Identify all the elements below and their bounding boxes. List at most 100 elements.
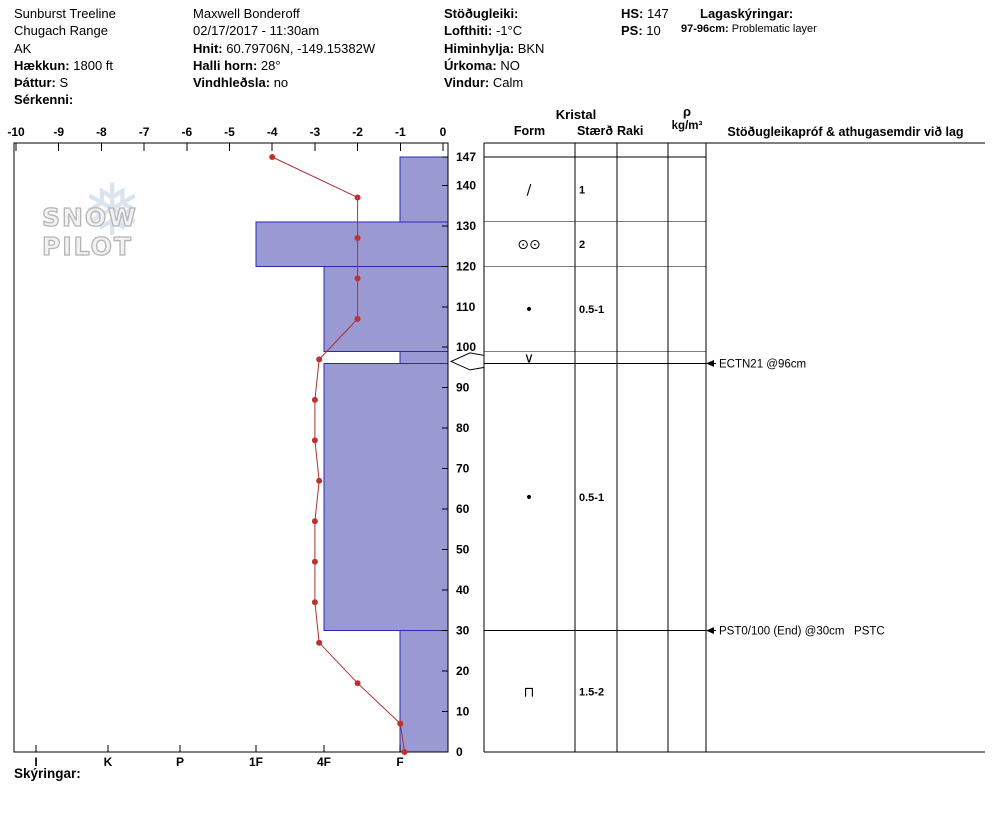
temperature-point (311, 558, 318, 565)
hs-label: HS: (621, 6, 644, 21)
hardness-axis-label: I (34, 755, 37, 769)
precip-value: NO (500, 57, 520, 73)
sky-label: Himinhylja: (444, 40, 515, 56)
depth-axis-label: 70 (456, 462, 470, 476)
aspect-value: S (59, 75, 69, 91)
size-column-header: Stærð (576, 124, 614, 138)
temp-axis-label: -5 (224, 125, 235, 139)
temperature-point (354, 680, 361, 687)
temperature-point (311, 437, 318, 444)
wind-label: Vindur: (444, 75, 490, 91)
temp-axis-label: -10 (7, 125, 25, 139)
temperature-point (397, 720, 404, 727)
wetness-column-header: Raki (617, 124, 644, 138)
hardness-axis-label: 1F (249, 755, 263, 769)
temp-axis-label: -7 (139, 125, 150, 139)
hardness-bar-layer-0 (399, 156, 449, 223)
layer-notes-title-label: Lagaskýringar: (700, 6, 794, 21)
air-temp: Lofthiti: -1°C (444, 22, 544, 39)
slope-value: 28° (260, 57, 281, 73)
coords-label: Hnit: (193, 40, 223, 56)
grain-form-symbol-layer-0: / (527, 182, 532, 198)
hardness-axis-label: 4F (317, 755, 331, 769)
depth-axis-label: 130 (456, 219, 476, 233)
observation-datetime: 02/17/2017 - 11:30am (193, 23, 320, 39)
grain-form-symbol-layer-1: ⊙⊙ (517, 237, 540, 253)
hardness-axis-label: F (396, 755, 403, 769)
grain-size-layer-5: 1.5-2 (579, 686, 604, 698)
slope-label: Halli horn: (193, 57, 258, 73)
hs-value: 147 (647, 6, 669, 21)
aspect-label: Þáttur: (14, 75, 56, 91)
problem-layer-flag-icon (449, 352, 485, 371)
layer-note-depth: 97-96cm: (681, 23, 729, 36)
weather-block: Stöðugleiki: Lofthiti: -1°C Himinhylja: … (444, 5, 544, 91)
windloading-label: Vindhleðsla: (193, 75, 271, 91)
temperature-point (401, 749, 408, 755)
grain-size-layer-2: 0.5-1 (579, 304, 604, 316)
grain-form-symbol-layer-5: ⊓ (524, 684, 535, 700)
temperature-point (316, 477, 323, 484)
layer-note: 97-96cm: Problematic layer (681, 22, 817, 37)
windloading-value: no (273, 75, 289, 91)
temp-axis-label: -3 (310, 125, 321, 139)
watermark-text: SNOW PILOT (41, 202, 138, 261)
location-block: Sunburst Treeline Chugach Range AK Hækku… (14, 5, 116, 109)
grain-size-layer-0: 1 (579, 184, 585, 196)
layer-notes-block: Lagaskýringar: 97-96cm: Problematic laye… (681, 5, 817, 37)
temperature-point (354, 315, 361, 322)
sky-value: BKN (517, 40, 545, 56)
comments-header: Stöðugleikapróf & athugasemdir við lag (727, 125, 964, 139)
site-state: AK (14, 40, 32, 56)
temp-axis-label: -8 (96, 125, 107, 139)
depth-axis-label: 100 (456, 340, 476, 354)
features-label: Sérkenni: (14, 92, 74, 108)
temp-axis-label: -2 (352, 125, 363, 139)
grain-form-symbol-layer-3: ∨ (524, 350, 534, 366)
layer-note-text: Problematic layer (731, 23, 817, 36)
temperature-point (311, 518, 318, 525)
annotation-arrowhead-icon (706, 627, 714, 634)
temperature-point (316, 639, 323, 646)
depth-axis-label: 40 (456, 583, 470, 597)
hardness-bar-layer-2 (323, 265, 449, 352)
depth-axis-label: 80 (456, 421, 470, 435)
observer-name: Maxwell Bonderoff (193, 6, 300, 21)
depth-axis-label: 50 (456, 543, 470, 557)
density-units: kg/m³ (671, 120, 703, 132)
temperature-point (311, 396, 318, 403)
coords-value: 60.79706N, -149.15382W (226, 40, 376, 56)
pit-depth: PS: 10 (621, 22, 669, 39)
temperature-point (269, 154, 276, 160)
precip-label: Úrkoma: (444, 57, 497, 73)
stability-test-annotation-1: PST0/100 (End) @30cm PSTC (719, 626, 885, 638)
depth-axis-label: 10 (456, 705, 470, 719)
elevation-label: Hækkun: (14, 57, 70, 73)
hardness-bar-layer-3 (399, 350, 449, 364)
form-column-header: Form (513, 124, 546, 138)
totals-block: HS: 147 PS: 10 (621, 5, 669, 40)
sky-cover: Himinhylja: BKN (444, 40, 544, 57)
temp-axis-label: -1 (395, 125, 406, 139)
temperature-point (354, 234, 361, 241)
airtemp-label: Lofthiti: (444, 23, 493, 39)
hardness-axis-label: P (176, 755, 184, 769)
stability-test-annotation-0: ECTN21 @96cm (719, 358, 806, 370)
stability-heading: Stöðugleiki: (444, 5, 544, 22)
site-name: Sunburst Treeline (14, 6, 116, 21)
total-snow-height: HS: 147 (621, 5, 669, 22)
annotation-arrowhead-icon (706, 360, 714, 367)
legend-label: Skýringar: (14, 766, 81, 781)
temperature-point (354, 275, 361, 282)
depth-axis-label: 110 (456, 300, 476, 314)
depth-axis-label: 30 (456, 624, 470, 638)
temp-axis-label: -4 (267, 125, 278, 139)
depth-axis-label: 90 (456, 381, 470, 395)
depth-axis-label: 147 (456, 150, 476, 164)
slope-angle: Halli horn: 28° (193, 57, 375, 74)
grain-form-symbol-layer-2: • (525, 302, 533, 318)
stability-label: Stöðugleiki: (444, 6, 519, 21)
airtemp-value: -1°C (496, 23, 523, 39)
